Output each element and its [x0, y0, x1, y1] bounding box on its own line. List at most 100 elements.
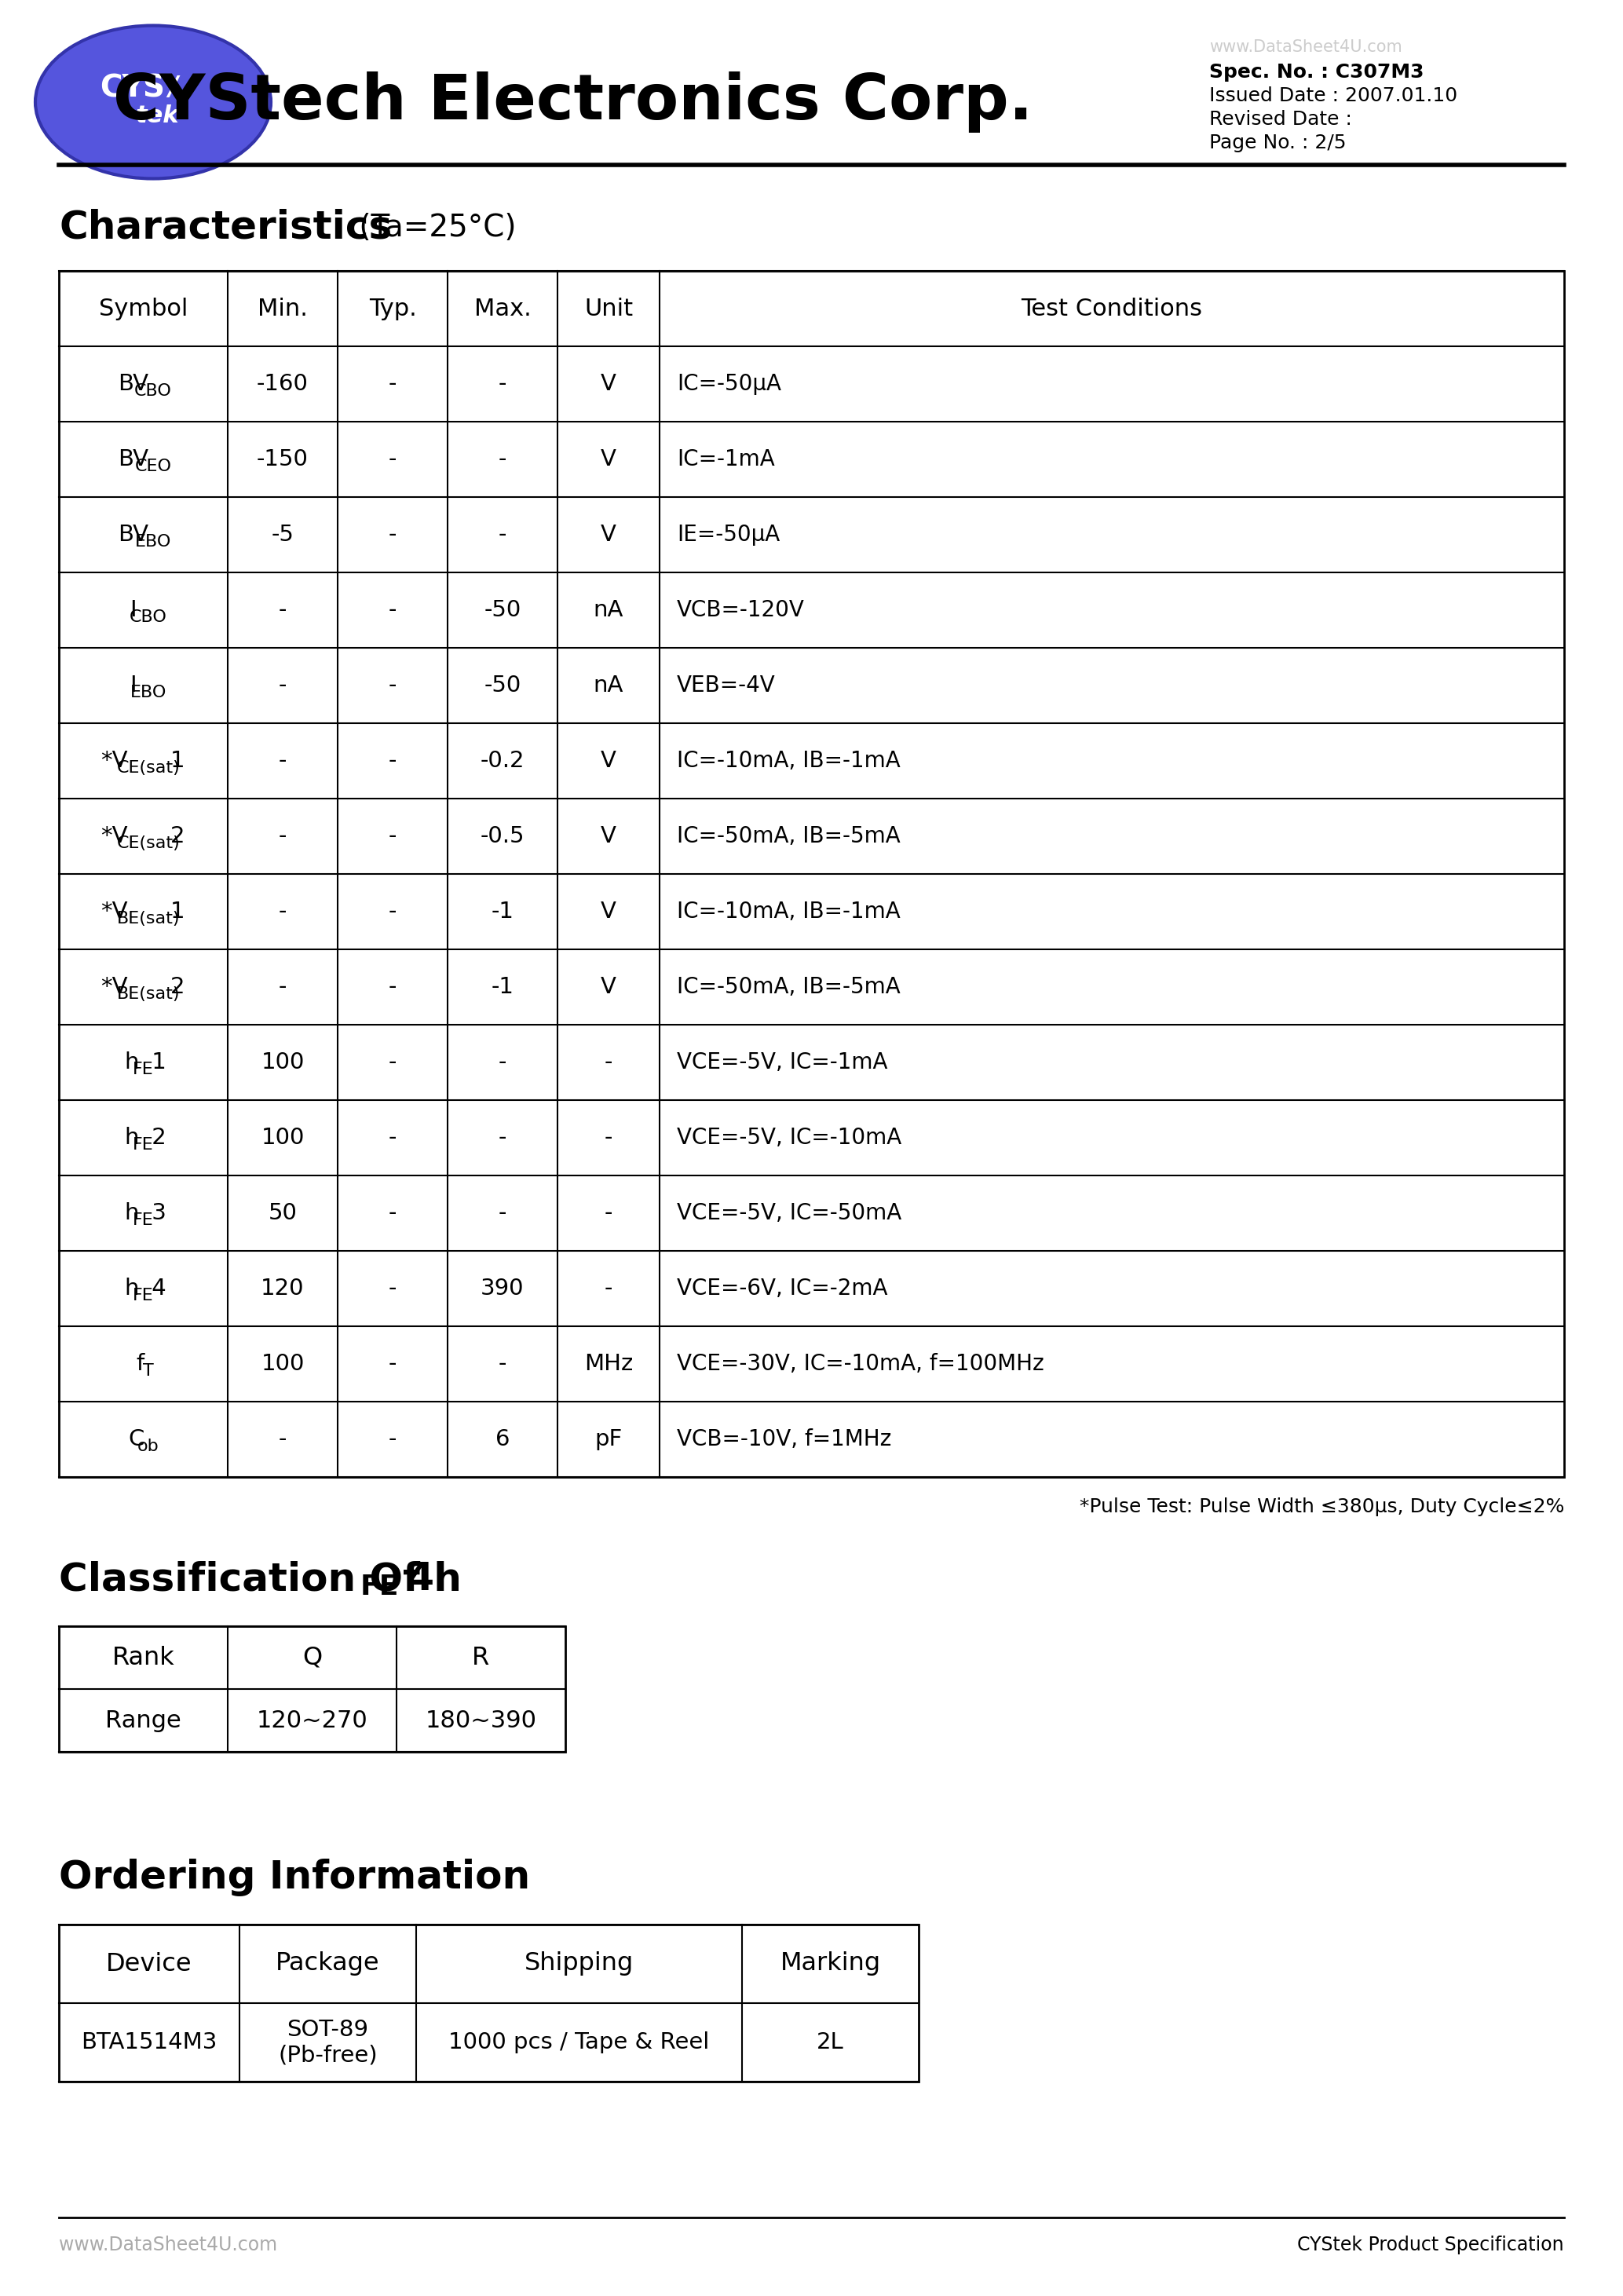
Text: h: h: [125, 1277, 138, 1300]
Ellipse shape: [36, 25, 271, 179]
Text: *V: *V: [101, 824, 128, 847]
Text: -: -: [498, 372, 506, 395]
Text: -1: -1: [492, 976, 514, 999]
Text: -: -: [498, 1052, 506, 1075]
Text: 120~270: 120~270: [256, 1708, 368, 1731]
Text: VCE=-5V, IC=-1mA: VCE=-5V, IC=-1mA: [677, 1052, 888, 1075]
Text: V: V: [601, 976, 617, 999]
Bar: [58, 271, 1565, 1476]
Text: V: V: [601, 523, 617, 546]
Text: /: /: [167, 76, 177, 101]
Text: -: -: [388, 900, 396, 923]
Text: 1000 pcs / Tape & Reel: 1000 pcs / Tape & Reel: [448, 2032, 709, 2053]
Text: FE: FE: [360, 1573, 399, 1600]
Text: IC=-50mA, IB=-5mA: IC=-50mA, IB=-5mA: [677, 976, 901, 999]
Text: nA: nA: [594, 675, 623, 696]
Text: VEB=-4V: VEB=-4V: [677, 675, 776, 696]
Text: BV: BV: [117, 523, 148, 546]
Text: FE: FE: [133, 1212, 154, 1228]
Text: VCE=-5V, IC=-50mA: VCE=-5V, IC=-50mA: [677, 1203, 902, 1224]
Text: Range: Range: [105, 1708, 182, 1731]
Text: *Pulse Test: Pulse Width ≤380μs, Duty Cycle≤2%: *Pulse Test: Pulse Width ≤380μs, Duty Cy…: [1079, 1497, 1565, 1515]
Text: Package: Package: [276, 1952, 380, 1977]
Text: -: -: [604, 1277, 612, 1300]
Text: Spec. No. : C307M3: Spec. No. : C307M3: [1209, 62, 1423, 83]
Text: I: I: [130, 599, 136, 622]
Text: BE(sat): BE(sat): [117, 987, 180, 1001]
Text: 120: 120: [261, 1277, 305, 1300]
Text: 1: 1: [170, 900, 185, 923]
Text: IC=-10mA, IB=-1mA: IC=-10mA, IB=-1mA: [677, 751, 901, 771]
Text: 1: 1: [144, 1052, 166, 1075]
Text: 2: 2: [170, 824, 185, 847]
Text: *V: *V: [101, 751, 128, 771]
Text: -: -: [388, 675, 396, 696]
Bar: [58, 1626, 565, 1752]
Text: V: V: [601, 900, 617, 923]
Text: CYStek Product Specification: CYStek Product Specification: [1297, 2236, 1565, 2255]
Text: -: -: [388, 1428, 396, 1451]
Text: -150: -150: [256, 448, 308, 471]
Text: -5: -5: [271, 523, 294, 546]
Text: -: -: [388, 372, 396, 395]
Text: CBO: CBO: [135, 383, 172, 400]
Text: -50: -50: [484, 599, 521, 622]
Text: R: R: [472, 1646, 490, 1669]
Text: V: V: [601, 751, 617, 771]
Text: I: I: [130, 675, 136, 696]
Text: V: V: [601, 824, 617, 847]
Text: -160: -160: [256, 372, 308, 395]
Text: tek: tek: [135, 106, 179, 129]
Text: -: -: [279, 900, 287, 923]
Text: CBO: CBO: [130, 608, 167, 625]
Text: -: -: [388, 1203, 396, 1224]
Text: -: -: [388, 824, 396, 847]
Text: 6: 6: [495, 1428, 510, 1451]
Text: Min.: Min.: [258, 296, 308, 319]
Text: VCE=-5V, IC=-10mA: VCE=-5V, IC=-10mA: [677, 1127, 902, 1148]
Text: -: -: [498, 523, 506, 546]
Text: -: -: [388, 1277, 396, 1300]
Bar: [58, 1924, 919, 2082]
Text: Marking: Marking: [781, 1952, 881, 1977]
Text: (Ta=25°C): (Ta=25°C): [349, 214, 516, 243]
Text: *V: *V: [101, 976, 128, 999]
Text: -: -: [604, 1127, 612, 1148]
Text: CE(sat): CE(sat): [117, 760, 180, 776]
Text: CY: CY: [99, 73, 144, 103]
Text: -: -: [498, 1352, 506, 1375]
Text: EBO: EBO: [135, 535, 172, 549]
Text: 180~390: 180~390: [425, 1708, 537, 1731]
Text: 3: 3: [144, 1203, 166, 1224]
Text: -: -: [498, 448, 506, 471]
Text: h: h: [125, 1127, 138, 1148]
Text: 4: 4: [393, 1561, 435, 1598]
Text: Device: Device: [105, 1952, 192, 1977]
Text: -: -: [388, 976, 396, 999]
Text: h: h: [125, 1203, 138, 1224]
Text: -: -: [388, 1052, 396, 1075]
Text: -: -: [279, 675, 287, 696]
Text: BV: BV: [117, 448, 148, 471]
Text: IC=-10mA, IB=-1mA: IC=-10mA, IB=-1mA: [677, 900, 901, 923]
Text: IC=-50mA, IB=-5mA: IC=-50mA, IB=-5mA: [677, 824, 901, 847]
Text: V: V: [601, 448, 617, 471]
Text: EBO: EBO: [130, 684, 167, 700]
Text: 1: 1: [170, 751, 185, 771]
Text: -: -: [388, 523, 396, 546]
Text: IE=-50μA: IE=-50μA: [677, 523, 781, 546]
Text: -1: -1: [492, 900, 514, 923]
Text: -: -: [279, 751, 287, 771]
Text: Classification Of h: Classification Of h: [58, 1561, 461, 1598]
Text: www.DataSheet4U.com: www.DataSheet4U.com: [58, 2236, 278, 2255]
Text: VCB=-10V, f=1MHz: VCB=-10V, f=1MHz: [677, 1428, 891, 1451]
Text: 2: 2: [170, 976, 185, 999]
Text: 4: 4: [144, 1277, 166, 1300]
Text: IC=-50μA: IC=-50μA: [677, 372, 781, 395]
Text: Characteristics: Characteristics: [58, 209, 393, 246]
Text: -: -: [279, 1428, 287, 1451]
Text: -: -: [498, 1127, 506, 1148]
Text: 2: 2: [144, 1127, 166, 1148]
Text: -: -: [604, 1052, 612, 1075]
Text: IC=-1mA: IC=-1mA: [677, 448, 774, 471]
